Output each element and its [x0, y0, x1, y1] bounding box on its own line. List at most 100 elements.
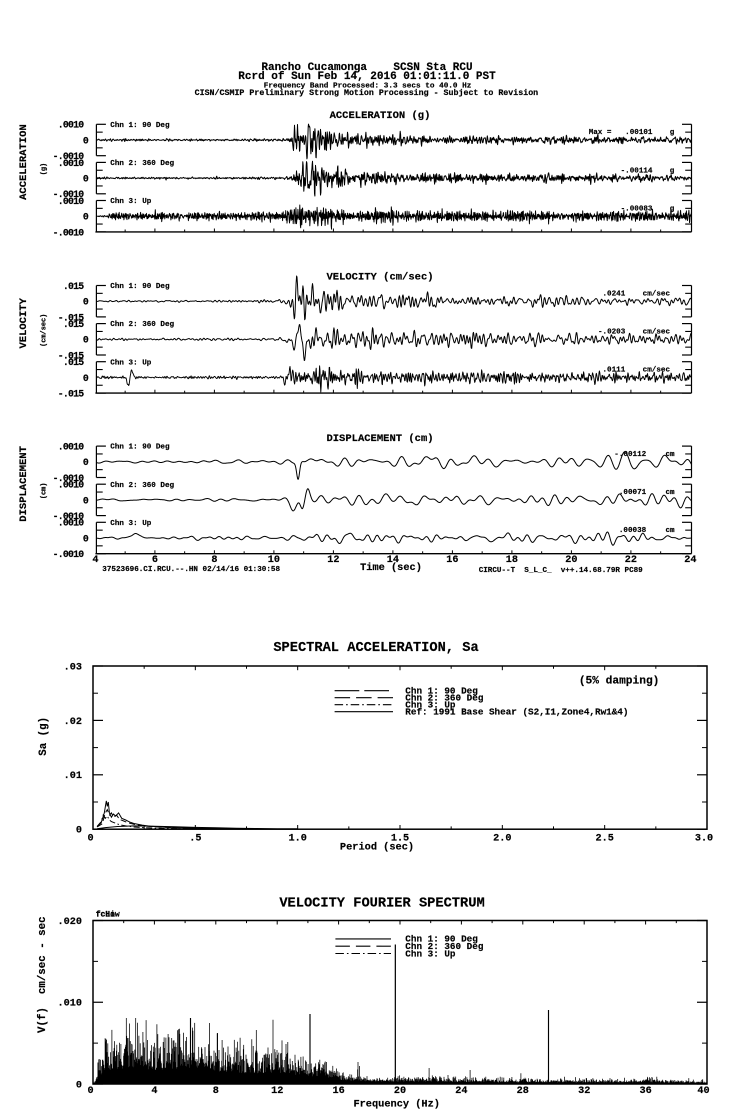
svg-text:0: 0: [76, 826, 82, 837]
svg-text:(5% damping): (5% damping): [579, 675, 660, 687]
svg-text:14: 14: [387, 555, 399, 566]
svg-text:0: 0: [87, 1086, 93, 1097]
svg-text:8: 8: [213, 1086, 219, 1097]
svg-text:cm: cm: [665, 527, 675, 535]
svg-text:12: 12: [327, 555, 339, 566]
svg-text:.03: .03: [64, 662, 82, 673]
svg-text:Frequency (Hz): Frequency (Hz): [353, 1099, 440, 1111]
svg-text:Rcrd of Sun Feb 14, 2016 01:01: Rcrd of Sun Feb 14, 2016 01:01:11.0 PST: [238, 71, 496, 83]
svg-text:.0241: .0241: [603, 290, 626, 298]
svg-text:-.00112: -.00112: [614, 451, 646, 459]
svg-text:.015: .015: [63, 319, 84, 330]
svg-text:Chn 3: Up: Chn 3: Up: [405, 948, 456, 959]
svg-text:8: 8: [211, 555, 217, 566]
svg-text:-.0010: -.0010: [53, 189, 85, 200]
svg-text:2.0: 2.0: [493, 834, 511, 845]
svg-text:32: 32: [578, 1086, 590, 1097]
svg-text:SPECTRAL ACCELERATION, Sa: SPECTRAL ACCELERATION, Sa: [273, 641, 478, 656]
svg-text:CISN/CSMIP Preliminary Strong: CISN/CSMIP Preliminary Strong Motion Pro…: [195, 88, 539, 98]
svg-text:37523696.CI.RCU.--.HN 02/14/16: 37523696.CI.RCU.--.HN 02/14/16 01:30:58: [102, 566, 280, 574]
svg-text:0: 0: [83, 495, 89, 506]
svg-text:24: 24: [455, 1086, 467, 1097]
svg-text:Ref: 1991 Base Shear (S2,I1,Zo: Ref: 1991 Base Shear (S2,I1,Zone4,Rw1&4): [405, 707, 628, 718]
svg-text:Rancho Cucamonga SCSN Sta R: Rancho Cucamonga SCSN Sta RCU: [261, 62, 472, 74]
svg-text:.0010: .0010: [58, 518, 85, 529]
svg-text:0: 0: [83, 174, 89, 185]
svg-text:2.5: 2.5: [595, 834, 613, 845]
svg-text:-.00083: -.00083: [621, 205, 653, 213]
svg-text:Chn 2: 360 Deg: Chn 2: 360 Deg: [110, 482, 174, 490]
svg-text:VELOCITY FOURIER SPECTRUM: VELOCITY FOURIER SPECTRUM: [279, 897, 484, 912]
svg-text:.01: .01: [64, 771, 82, 782]
svg-text:-.0010: -.0010: [53, 227, 85, 238]
svg-text:Sa (g): Sa (g): [38, 717, 50, 756]
svg-text:Frequency Band Processed: 3.3: Frequency Band Processed: 3.3 secs to 40…: [264, 82, 472, 90]
svg-text:10: 10: [268, 555, 280, 566]
svg-text:g: g: [670, 129, 675, 137]
svg-text:.0010: .0010: [58, 480, 85, 491]
svg-text:0: 0: [83, 212, 89, 223]
svg-text:-.015: -.015: [58, 389, 85, 400]
svg-text:.0010: .0010: [58, 442, 85, 453]
svg-text:cm: cm: [665, 489, 675, 497]
svg-text:.00071: .00071: [619, 489, 647, 497]
svg-text:(cm): (cm): [41, 483, 49, 500]
svg-text:Period (sec): Period (sec): [340, 842, 414, 854]
svg-text:cm/sec: cm/sec: [643, 329, 671, 337]
svg-text:-.0203: -.0203: [598, 329, 626, 337]
svg-text:0: 0: [83, 533, 89, 544]
svg-text:0: 0: [83, 373, 89, 384]
svg-text:4: 4: [92, 555, 98, 566]
svg-text:.0010: .0010: [58, 120, 85, 131]
svg-text:Chn 3: Up: Chn 3: Up: [110, 198, 151, 206]
svg-text:g: g: [670, 205, 675, 213]
svg-text:-.0010: -.0010: [53, 549, 85, 560]
svg-text:Chn 1: 90 Deg: Chn 1: 90 Deg: [405, 686, 478, 697]
svg-text:Chn 2: 360 Deg: Chn 2: 360 Deg: [405, 693, 484, 704]
svg-text:-.00114: -.00114: [621, 167, 653, 175]
svg-text:ACCELERATION (g): ACCELERATION (g): [330, 110, 431, 122]
svg-text:Time (sec): Time (sec): [360, 562, 422, 574]
svg-text:(g): (g): [41, 163, 49, 175]
svg-text:6: 6: [152, 555, 158, 566]
svg-text:12: 12: [271, 1086, 283, 1097]
svg-text:cm/sec: cm/sec: [643, 367, 671, 375]
svg-text:.015: .015: [63, 281, 84, 292]
svg-text:.00038: .00038: [619, 527, 647, 535]
svg-text:.015: .015: [63, 357, 84, 368]
svg-text:-.015: -.015: [58, 312, 85, 323]
svg-text:Chn 1: 90 Deg: Chn 1: 90 Deg: [110, 283, 170, 291]
svg-text:3.0: 3.0: [695, 834, 713, 845]
svg-text:.0111: .0111: [603, 367, 626, 375]
svg-text:28: 28: [517, 1086, 529, 1097]
svg-text:CIRCU--T S_L_C_ v++.14.68.79: CIRCU--T S_L_C_ v++.14.68.79R PC89: [479, 567, 643, 575]
svg-text:18: 18: [506, 555, 518, 566]
svg-text:-.0010: -.0010: [53, 511, 85, 522]
svg-text:0: 0: [83, 135, 89, 146]
svg-text:20: 20: [565, 555, 577, 566]
svg-text:cm: cm: [665, 451, 675, 459]
svg-text:V(f) cm/sec - sec: V(f) cm/sec - sec: [37, 916, 49, 1033]
svg-text:ACCELERATION: ACCELERATION: [18, 124, 30, 200]
svg-text:Chn 2: 360 Deg: Chn 2: 360 Deg: [405, 941, 484, 952]
svg-text:0: 0: [83, 335, 89, 346]
svg-text:20: 20: [394, 1086, 406, 1097]
svg-text:Chn 1: 90 Deg: Chn 1: 90 Deg: [110, 122, 170, 130]
svg-text:-.0010: -.0010: [53, 473, 85, 484]
svg-text:Chn 2: 360 Deg: Chn 2: 360 Deg: [110, 160, 174, 168]
svg-text:.010: .010: [58, 999, 82, 1010]
svg-text:VELOCITY (cm/sec): VELOCITY (cm/sec): [326, 272, 433, 284]
svg-text:cm/sec: cm/sec: [643, 290, 671, 298]
svg-text:24: 24: [684, 555, 696, 566]
svg-text:Chn 3: Up: Chn 3: Up: [110, 520, 151, 528]
svg-text:16: 16: [446, 555, 458, 566]
svg-text:1.5: 1.5: [391, 834, 409, 845]
svg-text:DISPLACEMENT: DISPLACEMENT: [18, 446, 30, 522]
svg-text:4: 4: [151, 1086, 157, 1097]
svg-text:Chn 1: 90 Deg: Chn 1: 90 Deg: [405, 934, 478, 945]
svg-text:.0010: .0010: [58, 158, 85, 169]
svg-text:36: 36: [639, 1086, 651, 1097]
svg-text:0: 0: [83, 457, 89, 468]
svg-text:.02: .02: [64, 717, 82, 728]
svg-text:.0010: .0010: [58, 196, 85, 207]
